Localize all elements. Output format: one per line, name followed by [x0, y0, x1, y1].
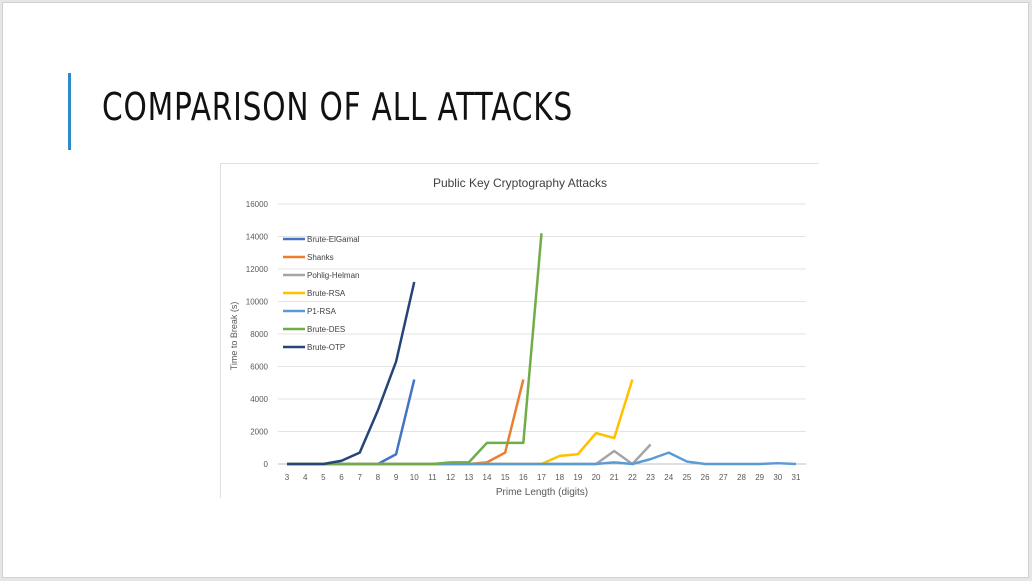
series-line-p1-rsa — [287, 451, 797, 466]
y-tick-label: 2000 — [250, 428, 268, 437]
series-lines — [287, 233, 797, 466]
slide-title: COMPARISON OF ALL ATTACKS — [102, 85, 574, 129]
y-axis-label: Time to Break (s) — [229, 302, 239, 371]
legend-label: Brute-DES — [307, 325, 345, 334]
y-tick-label: 10000 — [246, 298, 269, 307]
x-tick-label: 27 — [719, 473, 728, 482]
x-tick-label: 31 — [792, 473, 801, 482]
x-tick-label: 22 — [628, 473, 637, 482]
x-tick-label: 10 — [410, 473, 419, 482]
x-tick-label: 6 — [339, 473, 344, 482]
chart-title: Public Key Cryptography Attacks — [433, 176, 607, 190]
x-tick-label: 16 — [519, 473, 528, 482]
gridlines — [278, 203, 806, 465]
line-chart: Public Key Cryptography Attacks 0 2000 400… — [229, 176, 806, 498]
series-line-brute-otp — [287, 281, 416, 466]
x-tick-label: 20 — [592, 473, 601, 482]
x-tick-label: 24 — [664, 473, 673, 482]
series-line-brute-elgamal — [287, 379, 416, 466]
legend-label: Brute-RSA — [307, 289, 346, 298]
y-tick-label: 6000 — [250, 363, 268, 372]
x-tick-label: 28 — [737, 473, 746, 482]
x-tick-label: 4 — [303, 473, 308, 482]
x-tick-label: 3 — [285, 473, 290, 482]
x-tick-label: 30 — [773, 473, 782, 482]
legend-label: Brute-ElGamal — [307, 235, 360, 244]
x-tick-label: 14 — [483, 473, 492, 482]
title-accent-bar — [68, 73, 71, 150]
y-tick-label: 16000 — [246, 200, 269, 209]
legend-label: Brute-OTP — [307, 343, 345, 352]
y-axis-ticks: 0 2000 4000 6000 8000 10000 12000 14000 16000 — [246, 200, 269, 469]
x-tick-label: 26 — [701, 473, 710, 482]
legend-label: P1-RSA — [307, 307, 337, 316]
x-tick-label: 15 — [501, 473, 510, 482]
legend-label: Pohlig-Helman — [307, 271, 359, 280]
x-tick-label: 18 — [555, 473, 564, 482]
x-axis-ticks: 3 4 5 6 7 8 9 10 11 12 13 14 15 16 17 18 19 20 21 22 23 24 25 2… — [285, 473, 801, 482]
legend-label: Shanks — [307, 253, 334, 262]
series-line-brute-rsa — [287, 379, 634, 466]
x-tick-label: 23 — [646, 473, 655, 482]
x-tick-label: 7 — [357, 473, 362, 482]
x-tick-label: 29 — [755, 473, 764, 482]
x-tick-label: 9 — [394, 473, 399, 482]
x-tick-label: 17 — [537, 473, 546, 482]
legend: Brute-ElGamal Shanks Pohlig-Helman Brute-RS… — [283, 235, 360, 352]
x-tick-label: 25 — [682, 473, 691, 482]
y-tick-label: 8000 — [250, 330, 268, 339]
chart-container: Public Key Cryptography Attacks 0 2000 400… — [220, 163, 819, 498]
x-axis-label: Prime Length (digits) — [496, 487, 588, 498]
x-tick-label: 19 — [573, 473, 582, 482]
y-tick-label: 4000 — [250, 395, 268, 404]
x-tick-label: 13 — [464, 473, 473, 482]
x-tick-label: 12 — [446, 473, 455, 482]
x-tick-label: 8 — [376, 473, 381, 482]
x-tick-label: 11 — [428, 473, 437, 482]
y-tick-label: 14000 — [246, 233, 269, 242]
x-tick-label: 5 — [321, 473, 326, 482]
y-tick-label: 0 — [264, 460, 269, 469]
y-tick-label: 12000 — [246, 265, 269, 274]
x-tick-label: 21 — [610, 473, 619, 482]
